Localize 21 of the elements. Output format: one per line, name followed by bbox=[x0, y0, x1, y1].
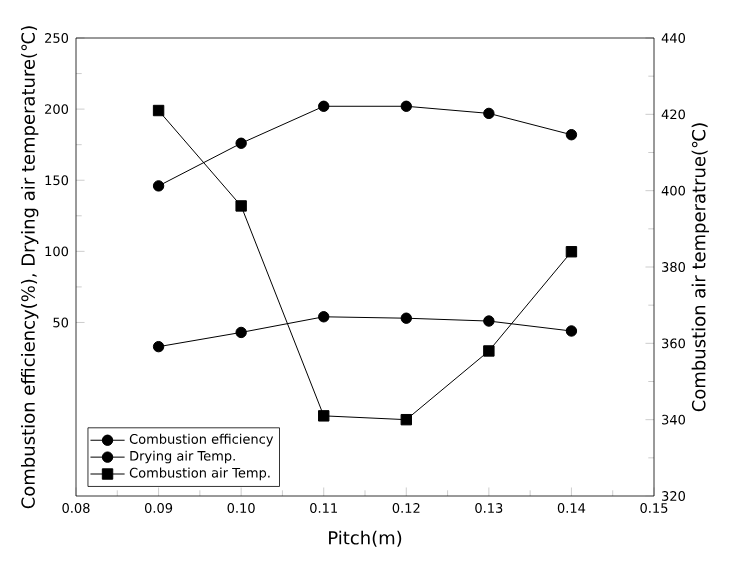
point bbox=[235, 137, 247, 149]
point bbox=[483, 345, 495, 357]
point bbox=[565, 246, 578, 258]
point bbox=[400, 413, 412, 426]
y-axis-title: Combustion efficiency(%), Drying air temperature(℃) bbox=[20, 26, 39, 509]
point bbox=[483, 107, 495, 120]
point bbox=[318, 311, 330, 323]
point bbox=[152, 104, 165, 117]
point bbox=[152, 340, 165, 353]
point bbox=[400, 312, 412, 324]
point bbox=[235, 326, 247, 339]
x-axis-title: Pitch(m) bbox=[329, 530, 402, 547]
point bbox=[400, 100, 412, 112]
point bbox=[318, 100, 330, 112]
y2-axis-title: Combustion air temperatrue(℃) bbox=[691, 123, 710, 412]
point bbox=[235, 200, 247, 212]
point bbox=[565, 325, 578, 337]
point bbox=[318, 410, 330, 422]
point bbox=[565, 129, 578, 141]
point bbox=[152, 180, 165, 192]
point bbox=[483, 315, 495, 327]
